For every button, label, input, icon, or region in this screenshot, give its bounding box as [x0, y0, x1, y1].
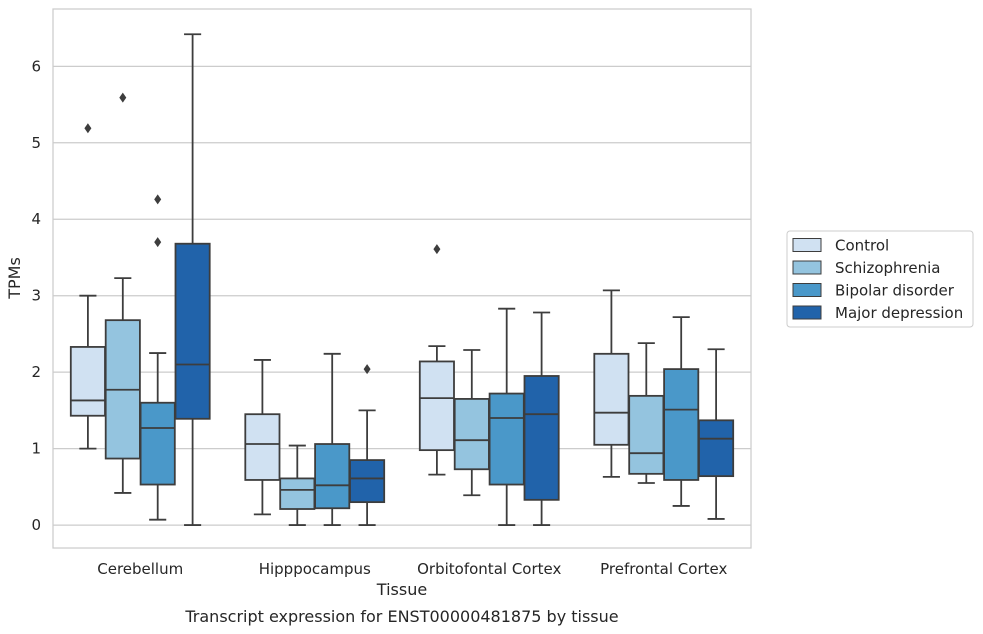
- box-iqr: [69, 346, 106, 417]
- box-group: [488, 307, 525, 526]
- y-tick-label: 3: [31, 287, 41, 305]
- x-tick-label: Orbitofontal Cortex: [417, 560, 561, 578]
- legend-swatch: [792, 260, 822, 275]
- x-axis-label: Tissue: [376, 580, 427, 599]
- box-iqr: [628, 394, 665, 475]
- box-iqr: [244, 413, 281, 481]
- legend-swatch: [792, 283, 822, 297]
- box-iqr: [453, 398, 490, 471]
- y-tick-label: 0: [31, 516, 41, 534]
- box-iqr: [593, 352, 630, 446]
- box-group: [628, 342, 665, 484]
- box-group: [698, 348, 735, 520]
- plot-frame: [52, 8, 752, 549]
- legend-label: Bipolar disorder: [835, 282, 955, 300]
- box-group: [453, 349, 490, 497]
- box-iqr: [174, 242, 211, 420]
- box-iqr: [418, 360, 455, 452]
- legend-label: Schizophrenia: [835, 259, 940, 277]
- outlier-point: [119, 92, 127, 103]
- y-tick-label: 2: [31, 363, 41, 381]
- outlier-point: [363, 364, 371, 375]
- box-iqr: [314, 443, 351, 510]
- box-iqr: [698, 419, 735, 478]
- x-tick-label: Hipppocampus: [259, 560, 371, 578]
- x-tick-label: Cerebellum: [97, 560, 183, 578]
- box-iqr: [663, 368, 700, 481]
- x-tick-label: Prefrontal Cortex: [600, 560, 727, 578]
- box-group: [523, 311, 560, 526]
- box-group: [174, 33, 211, 526]
- box-iqr: [488, 392, 525, 486]
- box-group: [418, 244, 455, 476]
- box-iqr: [349, 459, 386, 504]
- legend-swatch: [792, 305, 822, 320]
- box-series: [69, 33, 735, 526]
- box-group: [69, 123, 106, 450]
- legend-frame: [786, 230, 974, 328]
- box-group: [279, 444, 316, 526]
- outlier-point: [84, 123, 92, 134]
- y-tick-label: 4: [31, 210, 41, 228]
- outlier-point: [433, 244, 441, 255]
- box-group: [104, 92, 141, 494]
- x-tick-labels: Cerebellum Hipppocampus Orbitofontal Corte…: [97, 560, 727, 578]
- box-group: [314, 352, 351, 526]
- outlier-point: [154, 237, 162, 248]
- legend-label: Major depression: [835, 304, 963, 322]
- chart-caption: Transcript expression for ENST0000048187…: [184, 607, 618, 626]
- box-iqr: [139, 401, 176, 486]
- legend-label: Control: [835, 237, 889, 255]
- y-tick-label: 1: [31, 440, 41, 458]
- box-group: [349, 364, 386, 526]
- box-iqr: [523, 375, 560, 501]
- box-group: [663, 316, 700, 507]
- box-iqr: [279, 477, 316, 510]
- outlier-point: [154, 194, 162, 205]
- y-tick-label: 5: [31, 134, 41, 152]
- y-axis-label: TPMs: [5, 257, 24, 300]
- y-tick-labels: 0 1 2 3 4 5 6: [31, 57, 41, 534]
- box-group: [139, 194, 176, 521]
- box-group: [244, 359, 281, 516]
- legend-swatch: [792, 238, 822, 252]
- box-group: [593, 289, 630, 478]
- legend: Control Schizophrenia Bipolar disorder Majo…: [786, 230, 974, 328]
- y-tick-label: 6: [31, 57, 41, 75]
